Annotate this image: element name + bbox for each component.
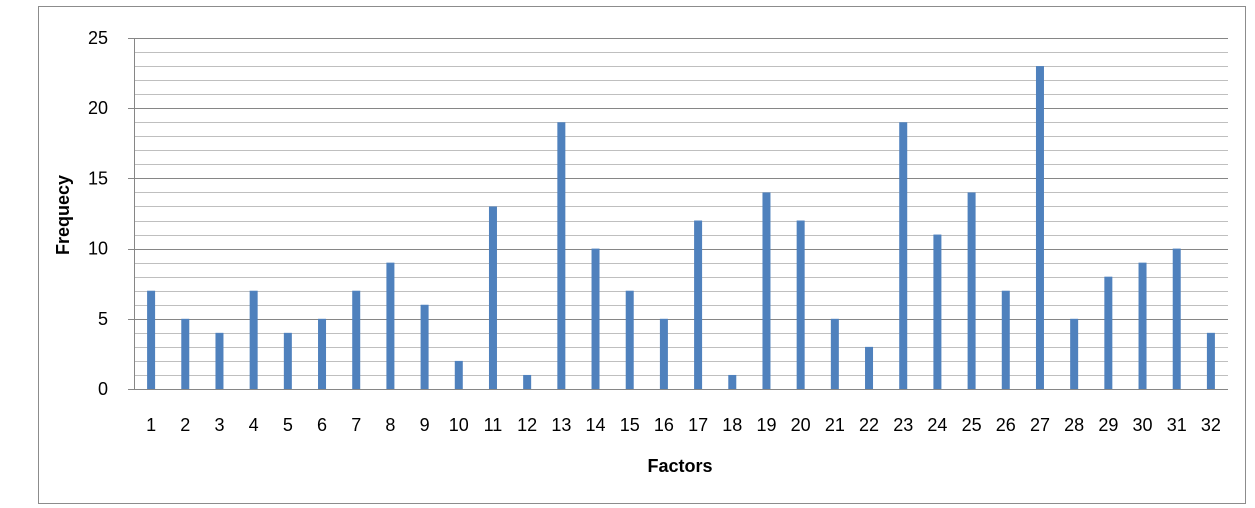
x-tick-label: 9 — [420, 415, 430, 435]
bar-13 — [557, 122, 566, 390]
x-tick-label: 31 — [1167, 415, 1187, 435]
bar-26 — [1001, 290, 1010, 389]
x-tick-label: 24 — [927, 415, 947, 435]
x-tick-label: 27 — [1030, 415, 1050, 435]
x-tick-label: 21 — [825, 415, 845, 435]
x-tick-label: 11 — [484, 415, 503, 435]
bar-15 — [625, 290, 634, 389]
bar-25 — [967, 192, 976, 389]
x-tick-label: 25 — [962, 415, 982, 435]
x-tick-label: 16 — [654, 415, 674, 435]
y-tick-label: 15 — [88, 168, 108, 188]
y-axis-title: Frequecy — [53, 175, 73, 255]
bar-27 — [1035, 66, 1044, 389]
y-tick-label: 20 — [88, 98, 108, 118]
x-tick-label: 18 — [722, 415, 742, 435]
x-tick-label: 1 — [146, 415, 156, 435]
x-tick-label: 7 — [351, 415, 361, 435]
bar-21 — [830, 318, 839, 389]
x-tick-label: 19 — [756, 415, 776, 435]
x-tick-label: 20 — [791, 415, 811, 435]
bar-19 — [762, 192, 771, 389]
bar-20 — [796, 220, 805, 389]
bar-24 — [933, 234, 942, 389]
x-tick-label: 32 — [1201, 415, 1221, 435]
x-tick-label: 2 — [180, 415, 190, 435]
x-tick-label: 6 — [317, 415, 327, 435]
bar-32 — [1206, 332, 1215, 389]
y-tick-label: 0 — [98, 379, 108, 399]
bar-23 — [899, 122, 908, 390]
x-tick-label: 28 — [1064, 415, 1084, 435]
bar-3 — [215, 332, 224, 389]
x-tick-label: 10 — [449, 415, 469, 435]
x-tick-labels: 1 2 3 4 5 6 7 8 9 10 11 12 13 14 15 16 17 18 19 20 21 22 23 24 2… — [146, 415, 1221, 435]
x-tick-label: 12 — [517, 415, 537, 435]
bar-9 — [420, 304, 429, 389]
bar-29 — [1104, 276, 1113, 389]
x-tick-label: 4 — [249, 415, 259, 435]
x-tick-label: 23 — [893, 415, 913, 435]
bar-14 — [591, 248, 600, 389]
bar-31 — [1172, 248, 1181, 389]
y-tick-label: 10 — [88, 239, 108, 259]
bar-5 — [283, 332, 292, 389]
bar-1 — [147, 290, 156, 389]
y-tick-label: 25 — [88, 28, 108, 48]
x-tick-label: 3 — [214, 415, 224, 435]
bar-2 — [181, 318, 190, 389]
x-tick-label: 14 — [586, 415, 606, 435]
bar-16 — [659, 318, 668, 389]
bar-12 — [523, 374, 532, 389]
bar-11 — [488, 206, 497, 389]
x-tick-label: 26 — [996, 415, 1016, 435]
y-tick-labels: 0 5 10 15 20 25 — [88, 28, 108, 399]
bar-22 — [865, 346, 874, 389]
axes — [128, 38, 1228, 390]
chart-frame — [38, 6, 1246, 504]
x-tick-label: 17 — [688, 415, 708, 435]
x-tick-label: 22 — [859, 415, 879, 435]
bar-6 — [318, 318, 327, 389]
x-tick-label: 13 — [551, 415, 571, 435]
bar-10 — [454, 360, 463, 389]
x-tick-label: 5 — [283, 415, 293, 435]
bar-7 — [352, 290, 361, 389]
bar-18 — [728, 374, 737, 389]
x-axis-title: Factors — [647, 456, 712, 476]
x-tick-label: 30 — [1133, 415, 1153, 435]
bars — [147, 66, 1215, 390]
bar-8 — [386, 262, 395, 389]
bar-17 — [694, 220, 703, 389]
x-tick-label: 29 — [1098, 415, 1118, 435]
x-tick-label: 8 — [385, 415, 395, 435]
x-tick-label: 15 — [620, 415, 640, 435]
bar-30 — [1138, 262, 1147, 389]
y-tick-label: 5 — [98, 309, 108, 329]
bar-4 — [249, 290, 258, 389]
bar-28 — [1070, 318, 1079, 389]
gridlines — [134, 38, 1228, 376]
